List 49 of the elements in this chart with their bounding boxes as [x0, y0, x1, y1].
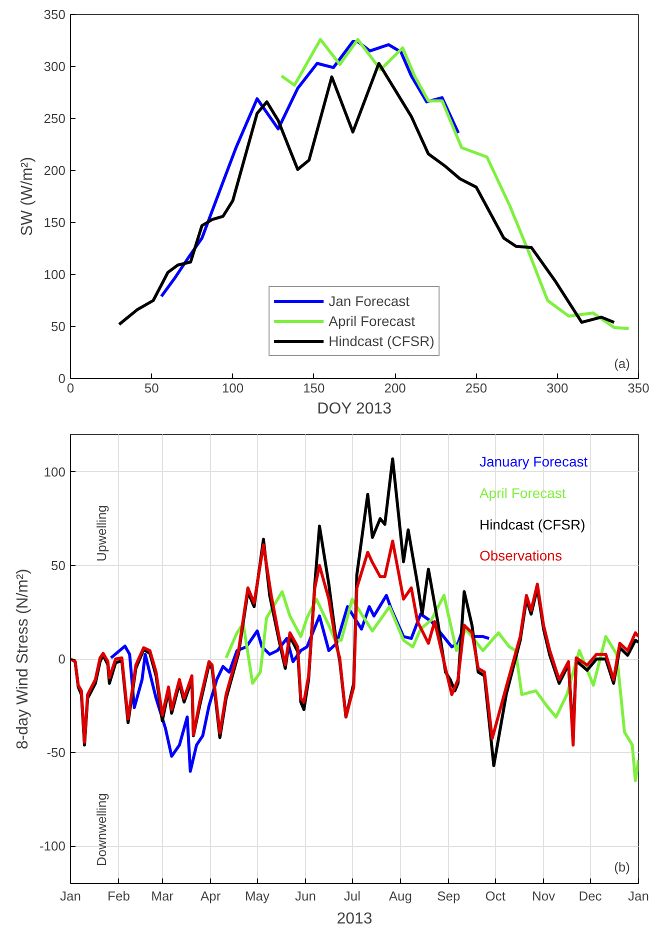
text: Hindcast (CFSR)	[479, 516, 586, 532]
x-tick-label: 200	[384, 380, 406, 396]
y-tick-label: 150	[44, 215, 66, 230]
legend-label: April Forecast	[328, 313, 415, 329]
x-tick-label: 250	[465, 380, 488, 396]
x-tick-label: Oct	[485, 888, 506, 904]
text: January Forecast	[479, 453, 588, 470]
annotation: Downwelling	[94, 793, 110, 866]
y-tick-label: 200	[44, 163, 66, 178]
y-tick-label: 300	[44, 59, 66, 74]
y-tick-label: 0	[58, 371, 66, 386]
x-tick-label: 350	[628, 380, 650, 396]
text: Observations	[479, 548, 562, 564]
annotation: (b)	[614, 860, 630, 875]
legend-label: Hindcast (CFSR)	[328, 333, 434, 349]
y-axis-title: SW (W/m²)	[18, 156, 36, 236]
x-tick-label: 150	[303, 380, 325, 396]
y-tick-label: -50	[46, 745, 66, 760]
x-tick-label: Sep	[437, 888, 460, 904]
x-tick-label: Feb	[108, 888, 130, 904]
x-axis-title: 2013	[336, 910, 372, 926]
y-tick-label: 350	[44, 7, 66, 22]
x-tick-label: 100	[222, 380, 244, 396]
y-tick-label: 100	[44, 267, 66, 282]
annotation: Upwelling	[94, 505, 110, 562]
x-tick-label: Dec	[578, 888, 602, 904]
y-axis-title: 8-day Wind Stress (N/m²)	[14, 568, 32, 750]
y-tick-label: 50	[51, 319, 66, 334]
y-tick-label: 50	[51, 558, 66, 573]
x-tick-label: Apr	[200, 888, 222, 904]
y-tick-label: 100	[44, 464, 66, 480]
y-tick-label: -100	[39, 838, 66, 854]
x-tick-label: Aug	[388, 888, 412, 904]
annotation: (a)	[614, 356, 630, 372]
x-tick-label: Jul	[344, 888, 361, 904]
line-series	[280, 38, 630, 330]
x-tick-label: Nov	[532, 888, 556, 904]
x-tick-label: Jun	[295, 888, 316, 904]
x-axis-title: DOY 2013	[317, 400, 392, 418]
y-tick-label: 250	[44, 111, 66, 126]
x-tick-label: 300	[546, 380, 568, 396]
x-tick-label: Mar	[151, 888, 174, 904]
text: April Forecast	[479, 484, 566, 501]
x-tick-label: 50	[144, 380, 159, 396]
legend-label: Jan Forecast	[328, 293, 410, 309]
x-tick-label: Jan	[60, 888, 81, 904]
x-tick-label: May	[244, 888, 270, 904]
y-tick-label: 0	[58, 652, 66, 666]
x-tick-label: Jan	[628, 888, 649, 904]
